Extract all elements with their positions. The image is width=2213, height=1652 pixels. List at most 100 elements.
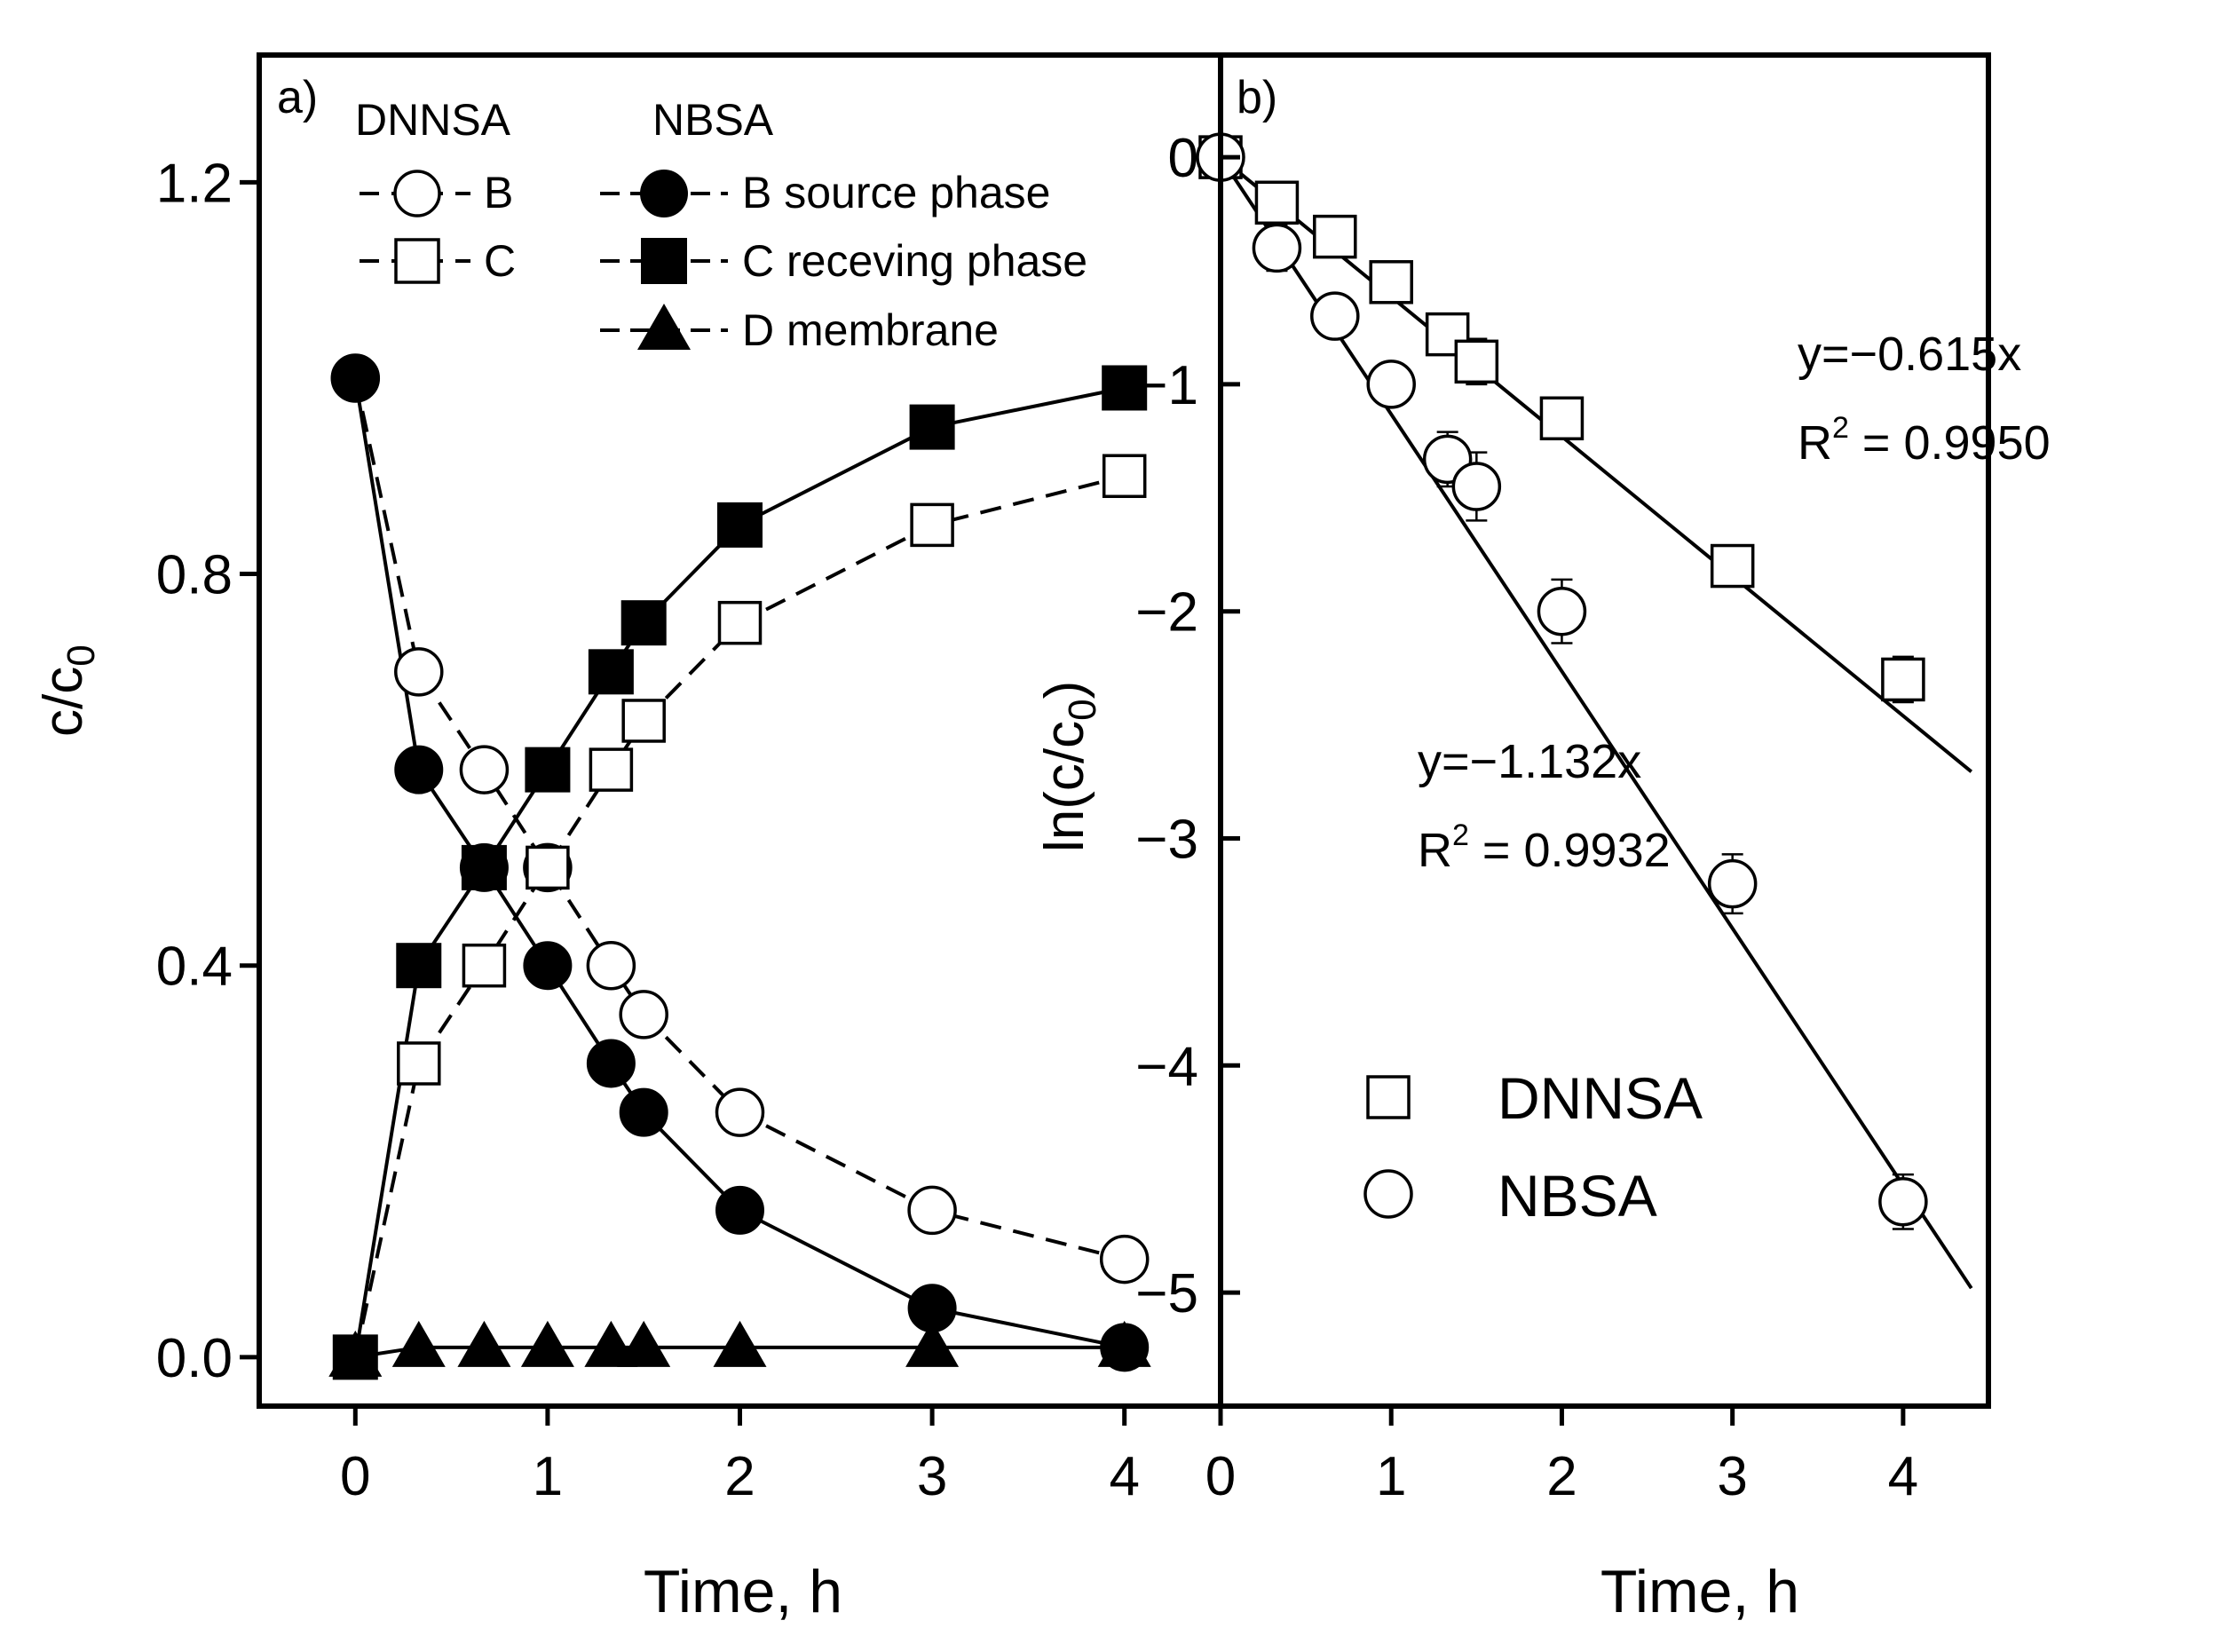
legend-dnnsa-b-label: B bbox=[484, 168, 513, 217]
data-point bbox=[457, 1320, 511, 1367]
x-tick-label: 1 bbox=[533, 1446, 563, 1507]
data-point bbox=[717, 502, 763, 548]
data-point bbox=[1878, 1177, 1928, 1227]
y-tick-label: −3 bbox=[1135, 810, 1198, 871]
data-point bbox=[394, 647, 444, 697]
data-point bbox=[1710, 543, 1755, 589]
data-point bbox=[1369, 260, 1413, 304]
data-point bbox=[715, 1185, 764, 1235]
data-point bbox=[586, 1039, 636, 1088]
data-point bbox=[617, 1320, 671, 1367]
x-tick-label: 2 bbox=[724, 1446, 755, 1507]
legend-dnnsa-c-marker bbox=[394, 238, 440, 284]
data-point bbox=[619, 990, 668, 1039]
legend-dnnsa-c-label: C bbox=[484, 236, 516, 286]
fit-nbsa-equation: y=−1.132x bbox=[1418, 735, 1641, 788]
legend-dnnsa-label: DNNSA bbox=[1498, 1065, 1703, 1131]
data-point bbox=[523, 941, 573, 991]
data-point bbox=[525, 747, 571, 793]
y-tick-label: 0 bbox=[1168, 128, 1198, 189]
data-point bbox=[621, 699, 666, 743]
data-point bbox=[520, 1320, 574, 1367]
data-point bbox=[391, 1320, 446, 1367]
panel-a-label: a) bbox=[277, 72, 318, 123]
data-point bbox=[1366, 360, 1416, 409]
data-point bbox=[1451, 462, 1502, 511]
y-tick-label: −2 bbox=[1135, 582, 1198, 644]
data-point bbox=[1454, 339, 1499, 384]
panel-a-y-ticks: 0.0 0.4 0.8 1.2 bbox=[156, 153, 259, 1389]
x-tick-label: 0 bbox=[340, 1446, 370, 1507]
legend-nbsa-d-marker bbox=[637, 304, 691, 350]
legend-dnnsa-marker bbox=[1366, 1075, 1411, 1119]
y-tick-label: −1 bbox=[1135, 355, 1198, 416]
x-tick-label: 3 bbox=[1717, 1446, 1747, 1507]
x-tick-label: 2 bbox=[1546, 1446, 1577, 1507]
panel-a-legend: DNNSA NBSA B B source phase C C receving… bbox=[355, 95, 1087, 355]
data-point bbox=[907, 1185, 957, 1236]
legend-nbsa-marker bbox=[1363, 1169, 1413, 1219]
data-point bbox=[461, 844, 507, 890]
data-point bbox=[620, 600, 667, 646]
data-point bbox=[394, 745, 444, 794]
x-tick-label: 3 bbox=[917, 1446, 947, 1507]
y-tick-label: 0.0 bbox=[156, 1328, 233, 1389]
data-point bbox=[1099, 1234, 1150, 1284]
legend-nbsa-d-label: D membrane bbox=[742, 305, 999, 355]
y-tick-label: −5 bbox=[1135, 1263, 1198, 1324]
legend-header-dnnsa: DNNSA bbox=[355, 95, 511, 145]
panel-b: 0 1 2 3 4 0 −1 −2 −3 −4 −5 b) y=−0.615x R2 = 0.99… bbox=[1034, 72, 2051, 1625]
panel-a-x-axis-label: Time, h bbox=[644, 1558, 842, 1625]
y-tick-label: 0.8 bbox=[156, 545, 233, 606]
panel-b-y-axis-label: ln(c/c0) bbox=[1034, 681, 1104, 852]
panel-a: 0 1 2 3 4 0.0 0.4 0.8 1.2 a) DNNSA NBSA B B sou… bbox=[33, 72, 1151, 1625]
panel-a-plot-content bbox=[328, 353, 1151, 1380]
data-point bbox=[1310, 291, 1360, 341]
y-tick-label: −4 bbox=[1135, 1036, 1198, 1097]
data-point bbox=[396, 943, 442, 989]
data-point bbox=[909, 404, 955, 450]
data-point bbox=[619, 1087, 668, 1137]
data-point bbox=[1252, 223, 1302, 273]
data-point bbox=[330, 353, 380, 403]
legend-nbsa-b-label: B source phase bbox=[742, 168, 1050, 217]
data-point bbox=[905, 1320, 960, 1367]
plot-frame bbox=[257, 52, 1991, 1409]
x-tick-label: 4 bbox=[1109, 1446, 1139, 1507]
legend-dnnsa-b-marker bbox=[393, 170, 441, 217]
x-tick-label: 4 bbox=[1888, 1446, 1918, 1507]
data-point bbox=[715, 1087, 765, 1137]
legend-nbsa-b-marker bbox=[640, 170, 688, 217]
panel-b-legend: DNNSA NBSA bbox=[1363, 1065, 1703, 1229]
fit-dnnsa-equation: y=−0.615x bbox=[1798, 328, 2021, 381]
data-point bbox=[526, 845, 570, 890]
legend-header-nbsa: NBSA bbox=[652, 95, 774, 145]
data-point bbox=[1539, 396, 1585, 441]
fit-nbsa-r2: R2 = 0.9932 bbox=[1418, 818, 1671, 877]
data-point bbox=[588, 649, 634, 695]
x-tick-label: 0 bbox=[1205, 1446, 1236, 1507]
legend-nbsa-c-marker bbox=[641, 238, 687, 284]
data-point bbox=[589, 747, 634, 792]
fit-dnnsa-r2: R2 = 0.9950 bbox=[1798, 411, 2051, 470]
data-point bbox=[586, 940, 636, 991]
x-tick-label: 1 bbox=[1376, 1446, 1406, 1507]
data-point bbox=[1102, 365, 1148, 411]
panel-b-y-ticks: 0 −1 −2 −3 −4 −5 bbox=[1135, 128, 1240, 1324]
data-point bbox=[1881, 657, 1925, 702]
legend-nbsa-label: NBSA bbox=[1498, 1163, 1657, 1229]
data-point bbox=[1254, 180, 1300, 225]
y-tick-label: 0.4 bbox=[156, 937, 233, 998]
y-tick-label: 1.2 bbox=[156, 153, 233, 214]
panel-b-label: b) bbox=[1237, 72, 1277, 123]
data-point bbox=[1313, 214, 1357, 259]
data-point bbox=[717, 600, 763, 645]
panel-a-y-axis-label: c/c0 bbox=[33, 644, 103, 737]
data-point bbox=[397, 1041, 441, 1086]
fit-line bbox=[1219, 156, 1973, 1290]
data-point bbox=[1102, 454, 1147, 498]
fit-line bbox=[1219, 155, 1973, 773]
data-point bbox=[459, 745, 510, 794]
data-point bbox=[328, 1330, 383, 1377]
